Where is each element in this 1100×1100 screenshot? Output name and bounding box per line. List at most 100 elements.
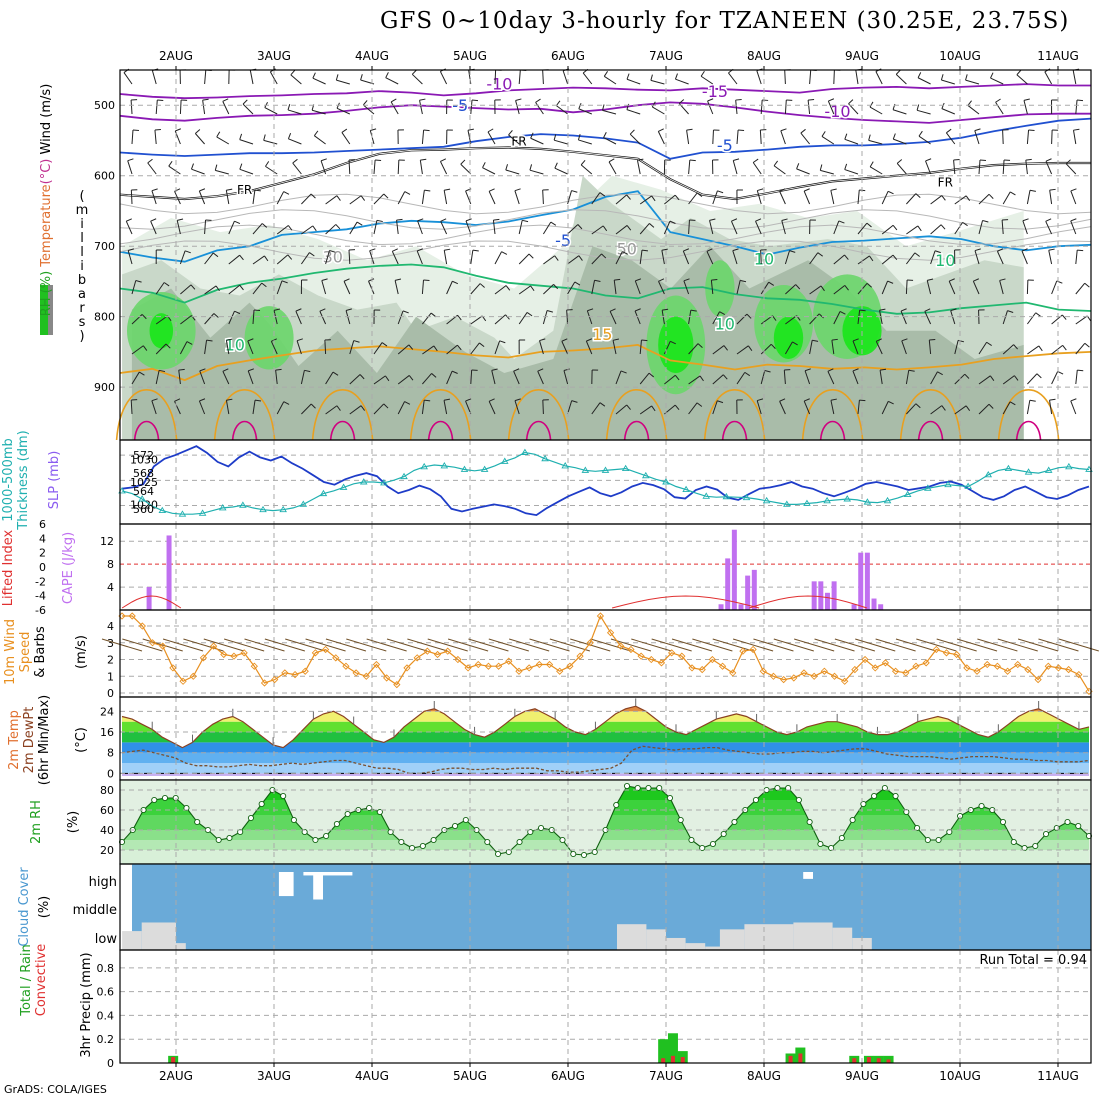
wind-speed-marker xyxy=(830,672,839,680)
y-tick-slp: 1020 xyxy=(130,498,158,511)
rh-marker xyxy=(183,804,190,812)
surface-wind-barb xyxy=(366,638,407,652)
thickness-marker xyxy=(561,462,570,469)
wind-barb-flag xyxy=(287,133,292,140)
temp-band-0 xyxy=(122,773,1089,776)
wind-barb xyxy=(276,254,289,265)
wind-barb-flag xyxy=(242,99,248,105)
wind-barb-flag xyxy=(283,401,290,405)
wind-barb-flag xyxy=(248,368,255,372)
wind-barb xyxy=(460,163,472,175)
wind-barb-flag xyxy=(467,128,474,131)
wind-speed-marker xyxy=(291,670,299,679)
surface-wind-barb xyxy=(977,638,1018,652)
wind-barb-flag xyxy=(781,218,788,221)
wind-barb-flag xyxy=(174,188,181,192)
wind-barb-flag xyxy=(773,160,779,167)
wind-barb xyxy=(1051,129,1053,145)
wind-barb-flag xyxy=(887,280,894,284)
wind-barb-flag xyxy=(940,224,946,230)
y-tick-slp: 1025 xyxy=(130,476,158,489)
thickness-marker xyxy=(380,479,388,486)
wind-speed-marker xyxy=(708,655,717,664)
wind-speed-marker xyxy=(342,662,350,670)
wind-barb-flag xyxy=(368,278,375,282)
wind-speed-marker xyxy=(1024,665,1032,674)
y-tick-thickness: 560 xyxy=(133,503,154,516)
wind-barb xyxy=(239,168,254,175)
cloud-low-block xyxy=(617,924,647,950)
date-label-bottom: 2AUG xyxy=(159,1069,193,1083)
wind-barb xyxy=(174,191,181,205)
wind-speed-marker xyxy=(362,672,370,680)
cloud-low-block xyxy=(122,931,142,950)
profile-ylabel-char: ( xyxy=(79,189,84,204)
wind-barb xyxy=(591,402,601,415)
wind-barb xyxy=(179,99,182,115)
cloud-label-line: Cloud Cover xyxy=(17,867,32,947)
wind-barb xyxy=(585,340,593,355)
thickness-marker xyxy=(581,466,590,473)
wind-barb xyxy=(875,71,883,85)
wind-barb xyxy=(1022,220,1028,235)
surface-wind-barb xyxy=(814,638,855,652)
wind-barb-flag xyxy=(602,104,605,111)
wind-barb-flag xyxy=(915,403,921,409)
wind-barb xyxy=(150,220,157,235)
temp-band-3 xyxy=(122,742,1089,753)
wind-barb xyxy=(542,399,544,415)
wind-barb-flag xyxy=(452,280,459,285)
wind-speed-marker xyxy=(260,679,269,687)
rh-unit-label-part: (%) xyxy=(66,811,81,834)
wind-barb xyxy=(369,250,375,265)
wind-barb-flag xyxy=(599,192,606,197)
wind-speed-marker xyxy=(433,650,442,659)
wind-barb-flag xyxy=(927,278,934,281)
wind-barb xyxy=(855,70,859,85)
y-tick-lifted: 0 xyxy=(39,561,46,574)
wind-barb xyxy=(732,250,738,265)
wind-barb xyxy=(1001,220,1004,235)
thickness-marker xyxy=(400,472,408,480)
wind-barb xyxy=(1051,280,1058,295)
wind-speed-marker xyxy=(230,652,238,660)
thickness-marker xyxy=(621,464,630,472)
wind-barb xyxy=(349,374,361,385)
wind-speed-marker xyxy=(871,664,879,672)
y-tick-rh: 60 xyxy=(100,804,114,817)
thickness-marker xyxy=(883,496,892,504)
wind-barb xyxy=(1075,315,1088,325)
wind-barb-flag xyxy=(635,278,642,282)
wind-barb-flag xyxy=(892,133,896,140)
wind-barb xyxy=(634,310,641,325)
thickness-marker xyxy=(1004,464,1013,472)
surface-wind-barb xyxy=(631,638,672,652)
wind-barb xyxy=(542,221,552,235)
profile-ylabel-char: i xyxy=(80,217,84,232)
surface-wind-barb xyxy=(386,638,428,652)
wind-barb xyxy=(1072,70,1077,85)
wind-barb xyxy=(373,193,385,205)
wind-barb-flag xyxy=(602,225,608,232)
wind-barb-flag xyxy=(505,285,511,291)
wind-barb-flag xyxy=(626,225,632,231)
wind-barb-flag xyxy=(239,284,244,291)
wind-speed-marker xyxy=(606,629,615,637)
wind-barb-flag xyxy=(587,308,594,312)
wind-barb-flag xyxy=(309,252,315,257)
faint-contour xyxy=(119,224,1092,246)
wind-barb xyxy=(176,220,181,235)
wind-barb xyxy=(553,139,568,145)
surface-wind-barb xyxy=(916,638,957,652)
wind-barb xyxy=(686,130,690,145)
rh-marker xyxy=(999,818,1007,826)
cape-bar xyxy=(878,604,884,610)
wind-barb xyxy=(563,370,569,385)
wind-barb-flag xyxy=(488,188,495,192)
wind-barb-flag xyxy=(431,373,437,378)
wind-barb-flag xyxy=(609,308,616,312)
wind-speed-marker xyxy=(891,667,900,675)
wind-barb-flag xyxy=(263,134,266,141)
wind-barb-flag xyxy=(950,308,957,312)
wind-barb xyxy=(663,220,671,235)
